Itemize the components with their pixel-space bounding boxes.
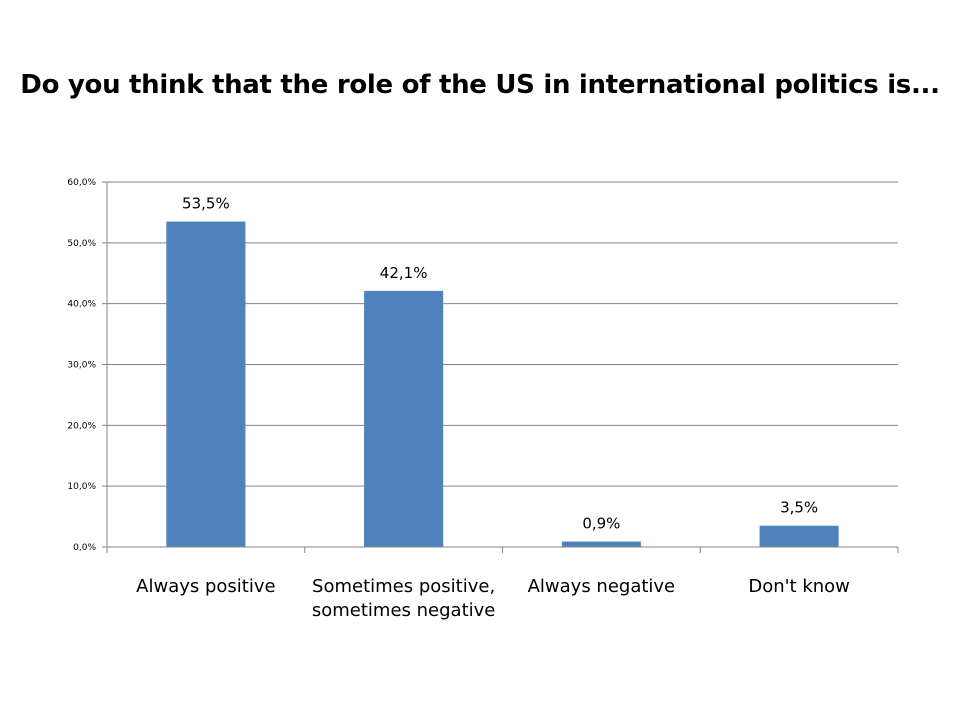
y-tick-label: 50,0%	[67, 239, 96, 249]
data-label: 53,5%	[182, 195, 230, 213]
category-label: Sometimes positive, sometimes negative	[312, 576, 496, 621]
chart-title: Do you think that the role of the US in …	[20, 70, 940, 100]
y-tick-label: 10,0%	[67, 482, 96, 492]
category-label: Always positive	[136, 576, 275, 597]
y-tick-label: 20,0%	[67, 421, 96, 431]
axes	[106, 182, 899, 553]
bar	[759, 525, 839, 547]
y-tick-label: 60,0%	[67, 178, 96, 188]
bar	[364, 290, 444, 547]
data-label: 3,5%	[780, 499, 818, 517]
y-tick-label: 30,0%	[67, 361, 96, 371]
y-tick-label: 0,0%	[73, 543, 96, 553]
data-label: 42,1%	[380, 264, 428, 282]
bar	[561, 541, 641, 547]
bars	[166, 221, 839, 547]
category-label: Always negative	[528, 576, 676, 597]
y-tick-label: 40,0%	[67, 300, 96, 310]
category-labels: Always positive Sometimes positive, someti…	[136, 576, 850, 621]
y-axis-ticks: 0,0% 10,0% 20,0% 30,0% 40,0% 50,0% 60,0%	[67, 178, 107, 553]
bar	[166, 221, 246, 547]
data-label: 0,9%	[582, 515, 620, 533]
data-labels: 53,5% 42,1% 0,9% 3,5%	[182, 195, 818, 533]
category-label: Don't know	[748, 576, 850, 597]
